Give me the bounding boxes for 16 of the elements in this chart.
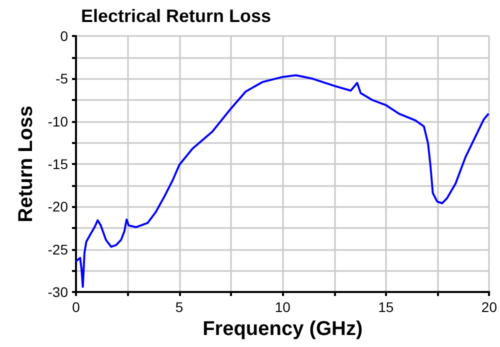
x-tick-label: 0	[72, 299, 80, 315]
line-series	[75, 74, 490, 288]
x-tick-label: 5	[175, 299, 184, 315]
x-tick-label: 20	[481, 299, 498, 315]
x-axis-title: Frequency (GHz)	[202, 318, 363, 340]
y-axis-title: Return Loss	[15, 106, 37, 222]
y-tick-label: 0	[60, 28, 68, 44]
y-tick-label: -5	[56, 70, 68, 87]
chart-title: Electrical Return Loss	[81, 6, 272, 26]
x-tick-label: 10	[274, 299, 291, 315]
x-tick-label: 15	[378, 299, 394, 315]
y-tick-label: -20	[48, 198, 68, 215]
y-tick-label: -30	[48, 284, 68, 300]
y-tick-label: -25	[48, 241, 68, 258]
y-tick-label: -10	[48, 113, 68, 130]
y-tick-label: -15	[48, 156, 68, 172]
